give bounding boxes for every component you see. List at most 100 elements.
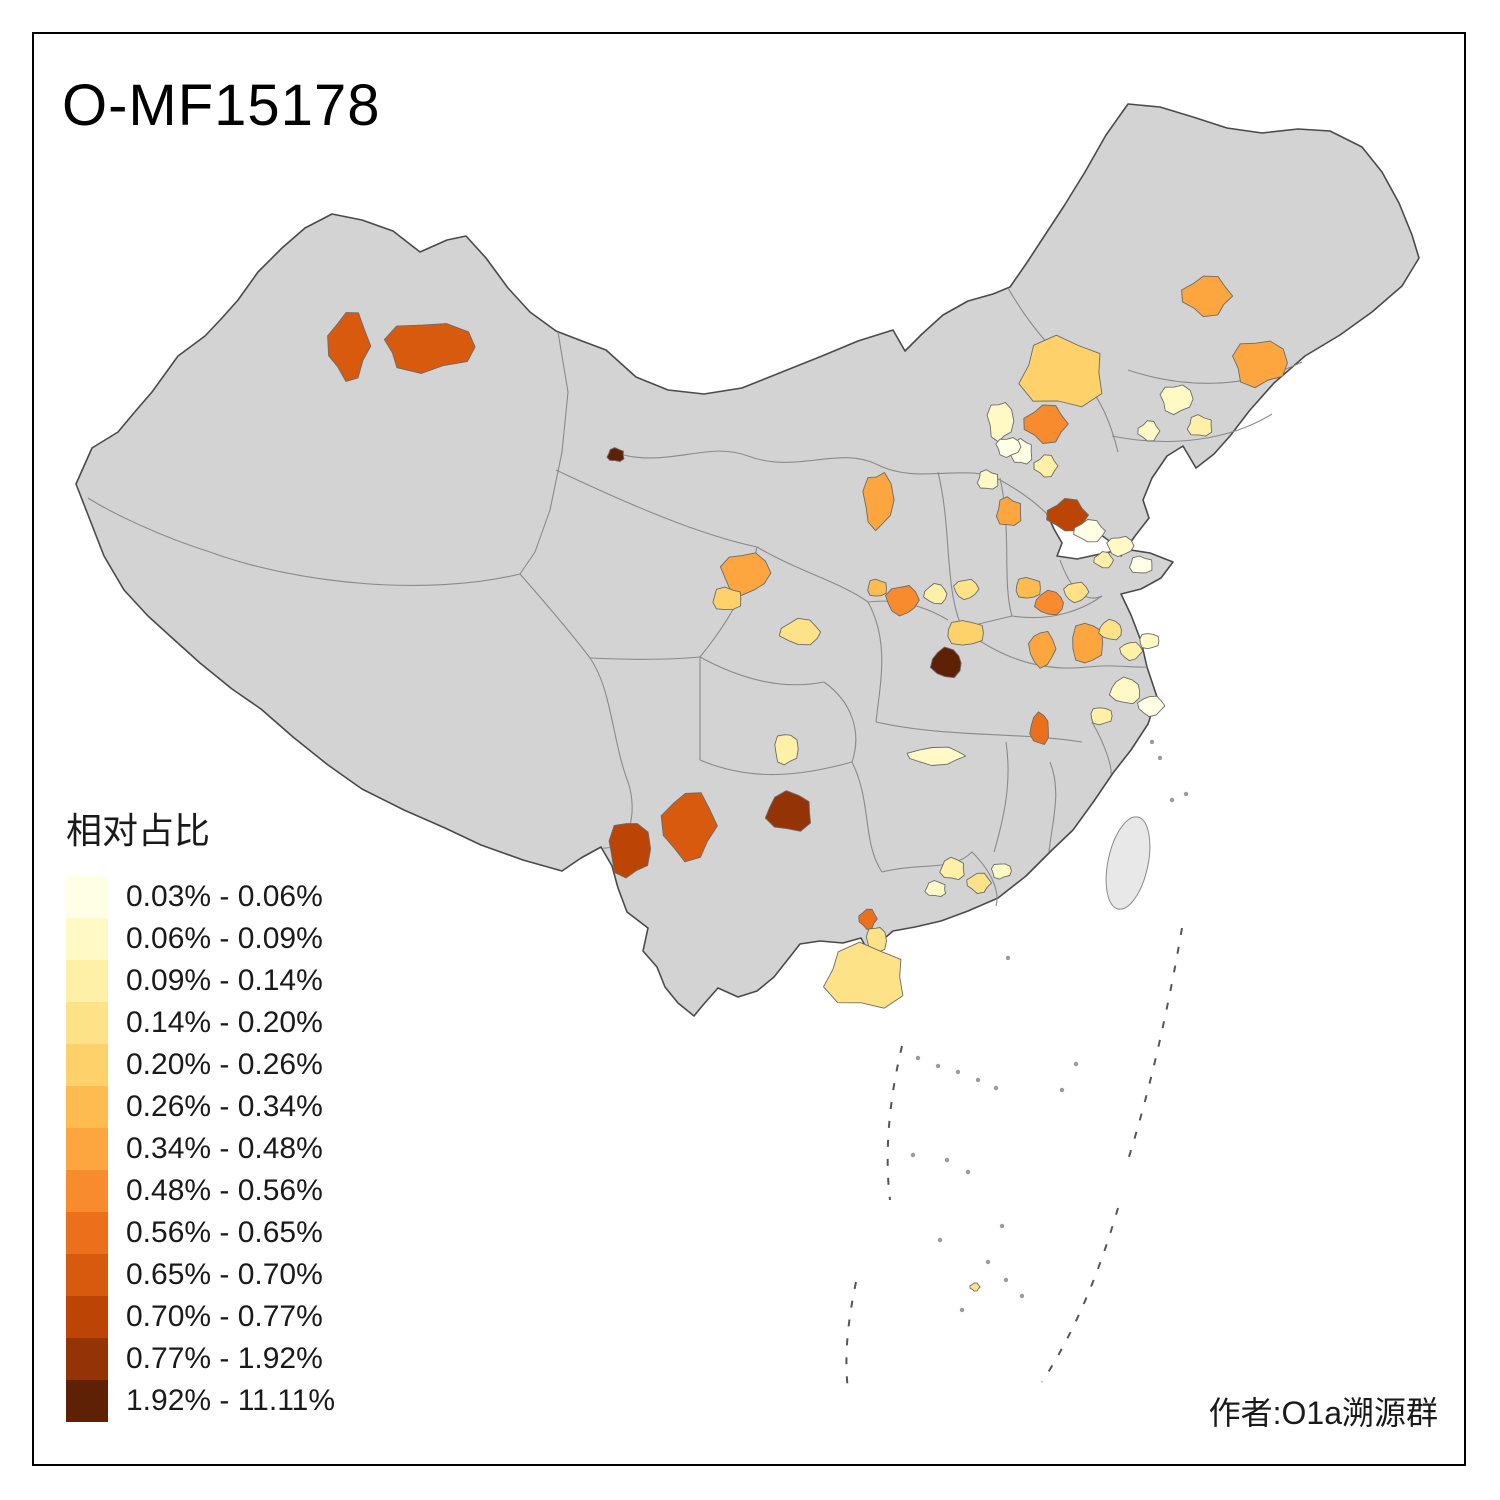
prefecture-region — [995, 496, 1022, 526]
sea-dash-line — [1041, 1207, 1119, 1383]
prefecture-region — [778, 617, 822, 646]
legend-label: 0.65% - 0.70% — [126, 1258, 323, 1291]
province-border — [1091, 721, 1112, 775]
prefecture-region — [924, 880, 947, 898]
legend-row: 0.70% - 0.77% — [66, 1296, 335, 1338]
legend-row: 0.34% - 0.48% — [66, 1128, 335, 1170]
prefecture-region — [990, 863, 1012, 880]
island-dot — [1157, 755, 1163, 761]
island-dot — [1183, 791, 1189, 797]
prefecture-region — [1093, 551, 1114, 569]
prefecture-region — [1034, 589, 1064, 616]
legend-swatch — [66, 1254, 108, 1296]
prefecture-region — [858, 908, 878, 930]
legend-label: 0.26% - 0.34% — [126, 1090, 323, 1123]
island-dot — [959, 1307, 965, 1313]
prefecture-region — [1232, 340, 1288, 389]
legend-label: 0.06% - 0.09% — [126, 922, 323, 955]
province-border — [875, 721, 1083, 743]
legend-row: 0.06% - 0.09% — [66, 918, 335, 960]
legend-swatch — [66, 1086, 108, 1128]
legend-swatch — [66, 960, 108, 1002]
prefecture-region — [1029, 711, 1049, 745]
legend: 相对占比 0.03% - 0.06% 0.06% - 0.09% 0.09% - 0… — [66, 802, 335, 1422]
sea-dash-line — [886, 1045, 903, 1201]
prefecture-region — [976, 469, 999, 490]
legend-row: 0.56% - 0.65% — [66, 1212, 335, 1254]
island-dot — [985, 1259, 991, 1265]
province-border — [699, 656, 825, 686]
island-dot — [965, 1169, 971, 1175]
province-border — [823, 681, 857, 763]
island-dot — [944, 1157, 950, 1163]
legend-row: 0.77% - 1.92% — [66, 1338, 335, 1380]
prefecture-region — [1098, 618, 1122, 641]
prefecture-region — [947, 620, 984, 646]
prefecture-region — [986, 402, 1015, 443]
prefecture-region — [608, 823, 652, 879]
prefecture-region — [1072, 622, 1104, 664]
prefecture-region — [1033, 454, 1059, 478]
province-border — [937, 471, 963, 629]
island-dot — [910, 1152, 916, 1158]
province-border — [1011, 595, 1103, 619]
prefecture-region — [383, 323, 476, 374]
legend-swatch — [66, 1170, 108, 1212]
prefecture-region — [923, 582, 948, 605]
island-dot — [937, 1237, 943, 1243]
legend-row: 0.14% - 0.20% — [66, 1002, 335, 1044]
prefecture-region — [774, 734, 799, 766]
legend-row: 0.65% - 0.70% — [66, 1254, 335, 1296]
prefecture-region — [712, 586, 742, 611]
legend-swatch — [66, 1380, 108, 1422]
prefecture-region — [969, 1282, 981, 1292]
prefecture-region — [1073, 519, 1106, 543]
province-border — [87, 497, 521, 586]
prefecture-region — [885, 585, 920, 617]
prefecture-region — [1186, 414, 1213, 437]
legend-label: 0.48% - 0.56% — [126, 1174, 323, 1207]
island-dot — [915, 1055, 921, 1061]
legend-label: 0.77% - 1.92% — [126, 1342, 323, 1375]
province-border — [555, 469, 758, 548]
legend-swatch — [66, 1296, 108, 1338]
legend-title: 相对占比 — [66, 810, 211, 851]
legend-label: 0.09% - 0.14% — [126, 964, 323, 997]
author-credit: 作者:O1a溯源群 — [1208, 1395, 1438, 1431]
prefecture-region — [1137, 420, 1161, 442]
sea-dash-line — [1127, 927, 1183, 1161]
prefecture-region — [1139, 633, 1160, 650]
province-border — [961, 627, 1148, 669]
province-border — [851, 761, 883, 873]
prefecture-region — [1137, 695, 1166, 718]
legend-row: 0.20% - 0.26% — [66, 1044, 335, 1086]
taiwan-island — [1105, 816, 1151, 910]
legend-swatch — [66, 876, 108, 918]
province-border — [1048, 761, 1057, 853]
prefecture-region — [953, 578, 980, 601]
prefecture-region — [1028, 630, 1057, 669]
province-border — [1111, 413, 1273, 442]
legend-label: 0.20% - 0.26% — [126, 1048, 323, 1081]
prefecture-region — [660, 792, 718, 863]
island-dot — [1059, 1087, 1065, 1093]
prefecture-region — [1023, 404, 1069, 444]
prefecture-region — [862, 472, 895, 532]
prefecture-region — [1181, 275, 1234, 318]
province-border — [993, 741, 1009, 853]
legend-label: 1.92% - 11.11% — [126, 1384, 336, 1417]
legend-swatch — [66, 918, 108, 960]
prefecture-region — [606, 447, 625, 463]
legend-swatch — [66, 1338, 108, 1380]
legend-swatch — [66, 1044, 108, 1086]
prefecture-region — [995, 437, 1022, 458]
province-border — [519, 573, 633, 849]
legend-label: 0.34% - 0.48% — [126, 1132, 323, 1165]
prefecture-region — [1119, 641, 1144, 662]
island-dot — [975, 1077, 981, 1083]
island-dot — [999, 1223, 1005, 1229]
island-dot — [1003, 1277, 1009, 1283]
prefecture-region — [327, 312, 372, 382]
